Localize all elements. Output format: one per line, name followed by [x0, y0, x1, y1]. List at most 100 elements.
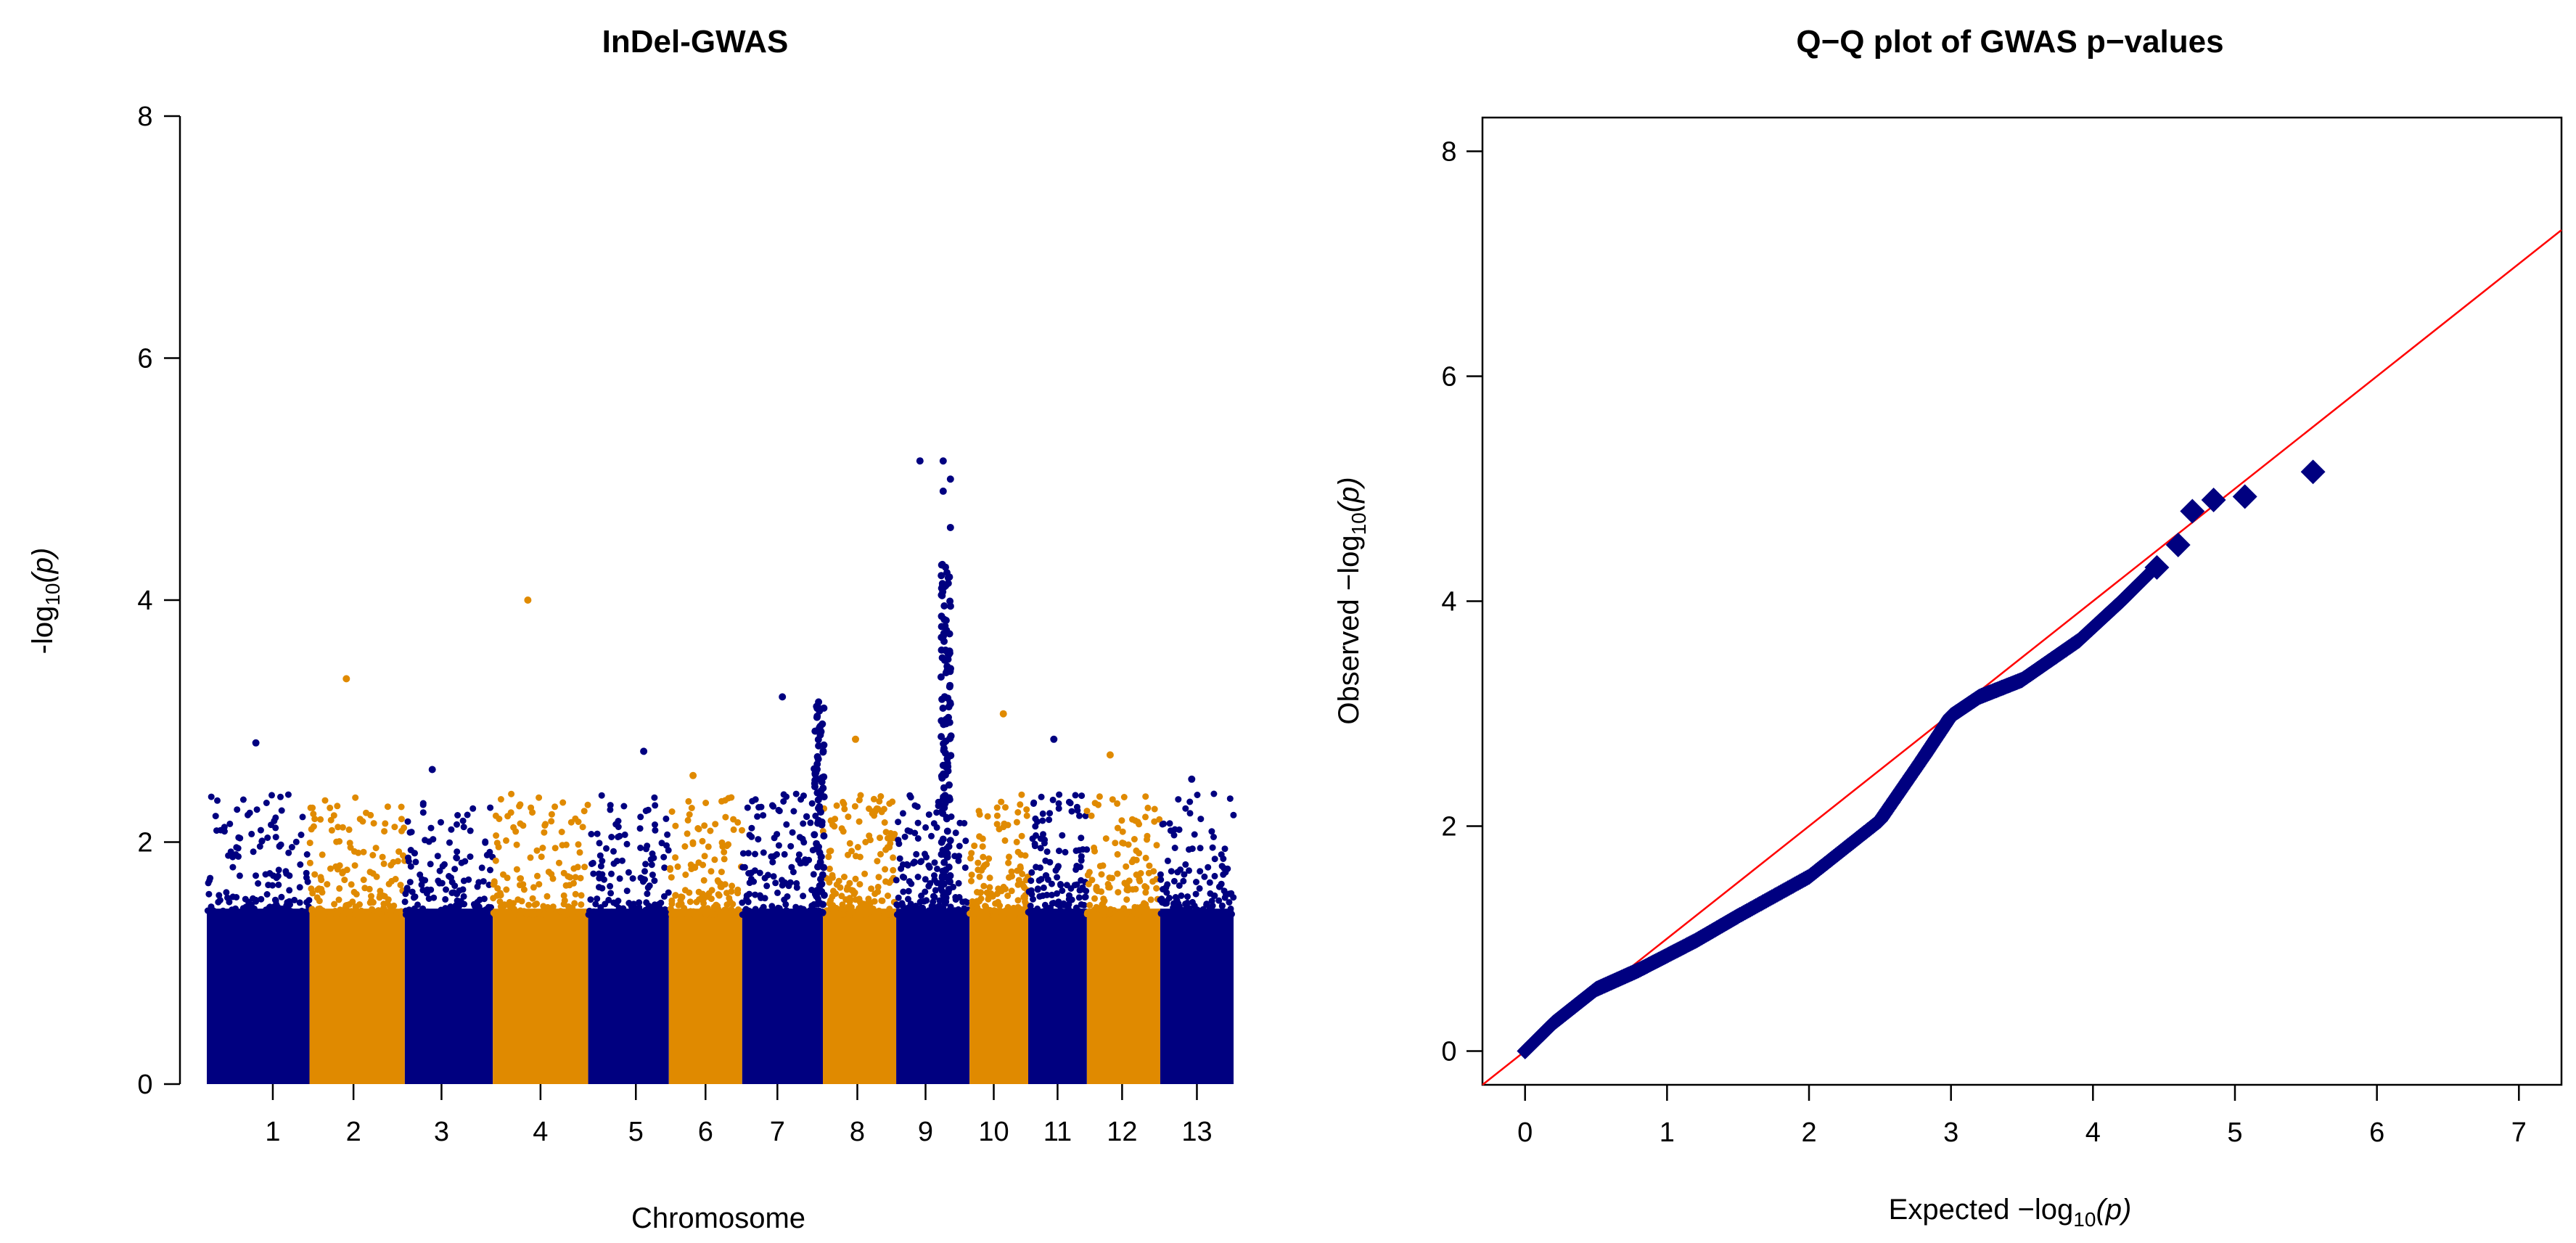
snp-point	[560, 892, 567, 899]
snp-point	[353, 890, 360, 898]
snp-point	[663, 842, 670, 849]
snp-point	[644, 842, 651, 850]
snp-point	[1068, 808, 1075, 815]
snp-point	[262, 911, 269, 918]
snp-point	[797, 796, 805, 803]
snp-point	[1221, 887, 1228, 895]
snp-point	[705, 890, 713, 897]
snp-point	[400, 852, 406, 859]
chromosome-3-top-snp	[428, 766, 436, 774]
snp-point	[696, 896, 702, 903]
peak-snp	[939, 809, 947, 817]
snp-point	[366, 869, 374, 876]
snp-point	[467, 853, 474, 861]
snp-point	[721, 797, 729, 804]
snp-point	[1118, 817, 1125, 824]
peak-snp	[945, 703, 953, 711]
snp-point	[672, 911, 679, 918]
qq-x-tick-label: 5	[2227, 1117, 2242, 1148]
snp-point	[978, 867, 985, 874]
snp-point	[1084, 871, 1091, 879]
snp-point	[403, 911, 410, 918]
manhattan-y-tick-label: 2	[137, 828, 152, 858]
snp-point	[360, 877, 367, 883]
snp-point	[1112, 840, 1119, 847]
snp-point	[409, 888, 416, 895]
peak-snp	[938, 623, 946, 631]
snp-point	[723, 842, 731, 850]
peak-snp	[946, 837, 954, 845]
snp-point	[827, 848, 834, 855]
snp-point	[1224, 865, 1231, 872]
snp-point	[718, 869, 725, 876]
snp-point	[434, 853, 441, 860]
snp-point	[534, 872, 541, 879]
snp-point	[516, 803, 523, 810]
snp-point	[976, 889, 983, 896]
snp-point	[270, 872, 277, 879]
snp-point	[652, 821, 658, 828]
snp-point	[398, 816, 405, 823]
qq-reference-line	[1482, 229, 2562, 1086]
snp-point	[905, 895, 911, 903]
snp-point	[879, 897, 886, 904]
snp-point	[1201, 873, 1208, 880]
snp-point	[846, 840, 853, 847]
snp-point	[721, 856, 728, 863]
chromosome-10-top-snp	[999, 710, 1007, 718]
snp-point	[983, 910, 990, 917]
snp-point	[689, 839, 697, 846]
snp-point	[1062, 848, 1069, 856]
snp-point	[331, 901, 338, 908]
snp-point	[575, 841, 582, 848]
peak-snp	[938, 561, 946, 569]
snp-point	[610, 848, 617, 855]
snp-point	[360, 848, 367, 856]
snp-point	[1230, 811, 1237, 819]
snp-point	[1186, 910, 1193, 916]
snp-point	[701, 822, 708, 829]
chromosome-label-13: 13	[1181, 1117, 1212, 1147]
snp-point	[1131, 836, 1138, 842]
snp-point	[854, 844, 861, 850]
peak-snp	[945, 842, 953, 850]
snp-point	[427, 824, 435, 832]
snp-point	[1123, 863, 1130, 870]
snp-point	[514, 896, 522, 903]
snp-point	[507, 809, 514, 816]
snp-point	[271, 896, 279, 903]
snp-point	[239, 796, 247, 803]
snp-point	[1215, 897, 1223, 904]
snp-point	[358, 907, 365, 914]
snp-point	[739, 826, 745, 834]
snp-point	[548, 811, 555, 818]
snp-point	[306, 859, 313, 866]
snp-point	[787, 842, 795, 850]
snp-point	[597, 904, 604, 911]
snp-point	[559, 799, 567, 806]
snp-point	[1186, 810, 1194, 817]
peak-snp	[940, 637, 948, 645]
snp-point	[1044, 906, 1051, 913]
manhattan-x-ticks: 1 2 3 4 5 6 7 8 9 10 11 12 13	[265, 1084, 1213, 1147]
peak-snp	[813, 892, 821, 900]
snp-point	[779, 909, 786, 916]
snp-point	[968, 850, 975, 857]
snp-point	[1146, 862, 1153, 869]
snp-point	[227, 910, 234, 917]
snp-point	[980, 882, 988, 890]
snp-point	[311, 816, 319, 823]
snp-point	[1095, 801, 1102, 808]
snp-point	[672, 854, 679, 861]
snp-point	[336, 838, 343, 845]
snp-point	[482, 838, 489, 845]
snp-point	[931, 872, 938, 879]
snp-point	[985, 855, 993, 862]
peak-snp	[938, 580, 946, 588]
snp-point	[411, 905, 418, 912]
snp-point	[846, 879, 853, 887]
snp-point	[925, 862, 932, 869]
snp-point	[1170, 832, 1178, 839]
snp-point	[705, 843, 712, 850]
snp-point	[911, 802, 919, 809]
